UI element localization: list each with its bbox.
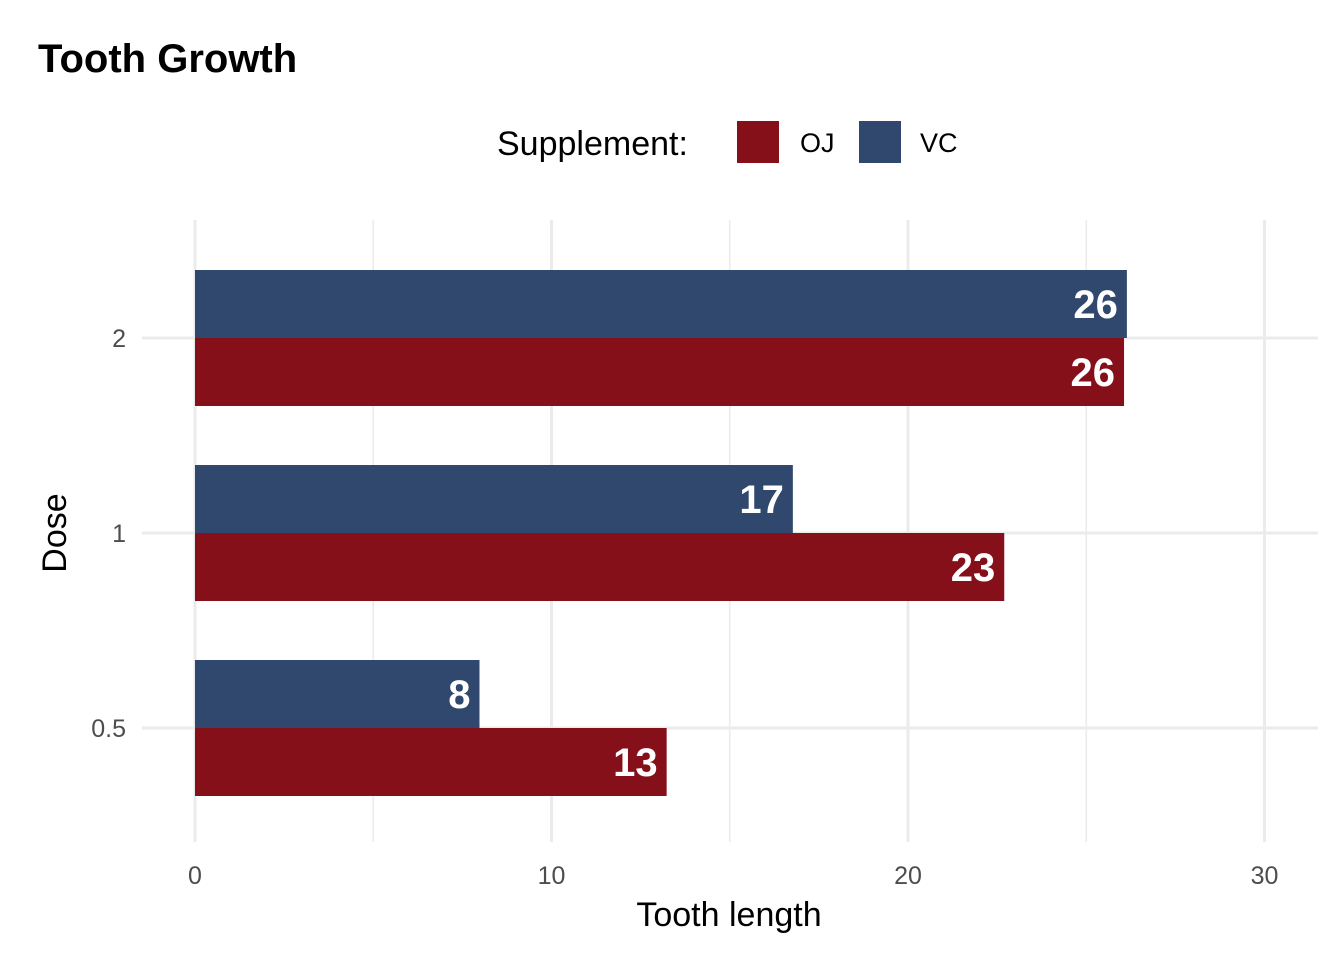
legend: Supplement: OJ VC	[497, 121, 958, 163]
x-tick-label-10: 10	[538, 862, 566, 890]
legend-title: Supplement:	[497, 125, 688, 163]
bar-vc-dose-0.5	[195, 660, 480, 728]
x-axis-ticks: 0 10 20 30	[188, 862, 1278, 890]
x-axis-title: Tooth length	[636, 896, 821, 934]
bar-label-vc-dose-0.5: 8	[448, 673, 470, 717]
bar-oj-dose-0.5	[195, 728, 667, 796]
bars	[195, 270, 1127, 796]
x-tick-label-20: 20	[894, 862, 922, 890]
y-tick-label-2: 2	[112, 325, 126, 353]
legend-swatch-vc	[859, 121, 901, 163]
bar-label-oj-dose-0.5: 13	[613, 741, 658, 785]
bar-oj-dose-1	[195, 533, 1005, 601]
chart-title: Tooth Growth	[38, 37, 297, 81]
y-axis-ticks: 0.5 1 2	[91, 325, 126, 743]
bar-label-oj-dose-2: 26	[1071, 351, 1116, 395]
bar-vc-dose-1	[195, 465, 793, 533]
legend-label-oj: OJ	[800, 128, 835, 158]
legend-label-vc: VC	[920, 128, 958, 158]
bar-oj-dose-2	[195, 338, 1125, 406]
bar-vc-dose-2	[195, 270, 1127, 338]
x-tick-label-0: 0	[188, 862, 202, 890]
bar-label-oj-dose-1: 23	[951, 546, 996, 590]
bar-label-vc-dose-1: 17	[739, 478, 784, 522]
y-tick-label-0.5: 0.5	[91, 715, 126, 743]
x-tick-label-30: 30	[1251, 862, 1279, 890]
legend-swatch-oj	[737, 121, 779, 163]
y-axis-title: Dose	[36, 493, 74, 572]
bar-labels: 13 8 23 17 26 26	[448, 283, 1118, 785]
y-tick-label-1: 1	[112, 520, 126, 548]
bar-label-vc-dose-2: 26	[1073, 283, 1118, 327]
